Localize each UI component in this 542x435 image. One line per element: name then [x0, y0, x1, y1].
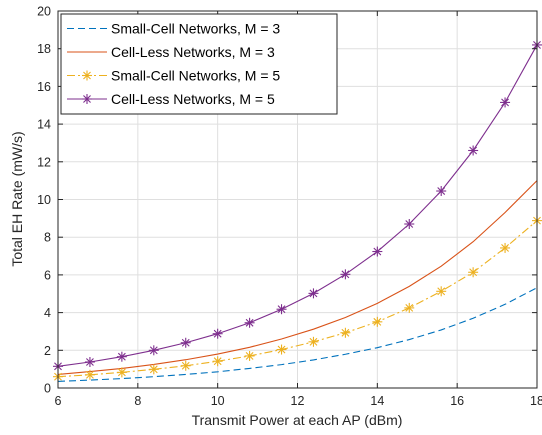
series-line-3	[57, 220, 538, 378]
legend-box	[60, 13, 338, 115]
y-tick-label: 2	[44, 344, 51, 358]
x-tick-label: 6	[55, 394, 62, 408]
y-tick-label: 6	[44, 268, 51, 282]
x-tick-label: 16	[450, 394, 464, 408]
series-4-marker	[244, 317, 255, 328]
series-3-marker	[308, 336, 319, 347]
y-tick-label: 4	[44, 306, 51, 320]
legend: Small-Cell Networks, M = 3 Cell-Less Netw…	[60, 13, 338, 115]
series-4-marker	[468, 145, 479, 156]
x-tick-label: 14	[370, 394, 384, 408]
y-tick-label: 18	[37, 42, 51, 56]
series-3-marker	[340, 327, 351, 338]
series-3-marker	[372, 316, 383, 327]
series-3-marker	[276, 344, 287, 355]
series-3-marker	[436, 286, 447, 297]
y-tick-label: 20	[37, 5, 51, 19]
series-4-marker	[340, 269, 351, 280]
series-4-marker	[212, 328, 223, 339]
x-axis-label: Transmit Power at each AP (dBm)	[192, 412, 403, 428]
series-3-marker	[404, 302, 415, 313]
y-tick-label: 8	[44, 231, 51, 245]
series-3-marker	[212, 356, 223, 367]
legend-label-4: Cell-Less Networks, M = 5	[111, 91, 275, 107]
x-tick-label: 8	[134, 394, 141, 408]
series-4-marker	[500, 97, 511, 108]
series-layer	[53, 39, 542, 382]
series-3-marker	[84, 369, 95, 380]
y-tick-label: 12	[37, 155, 51, 169]
series-3-marker	[468, 267, 479, 278]
y-axis-label: Total EH Rate (mW/s)	[9, 131, 25, 266]
series-4-marker	[148, 345, 159, 356]
series-4-marker	[116, 351, 127, 362]
legend-label-2: Cell-Less Networks, M = 3	[111, 44, 275, 60]
series-4-marker	[276, 304, 287, 315]
y-tick-label: 16	[37, 80, 51, 94]
series-3-marker	[148, 364, 159, 375]
y-tick-label: 14	[37, 118, 51, 132]
legend-label-3: Small-Cell Networks, M = 5	[111, 68, 280, 84]
series-4-marker	[180, 337, 191, 348]
series-3-marker	[244, 350, 255, 361]
y-tick-label: 0	[44, 382, 51, 396]
x-tick-label: 12	[291, 394, 305, 408]
ticks: 6 8 10 12 14 16 18 0 2 4 6 8 10 12 14 16 18 20	[37, 5, 542, 409]
series-4-marker	[372, 246, 383, 257]
series-4-marker	[404, 219, 415, 230]
series-line-4	[57, 44, 538, 367]
x-tick-label: 10	[211, 394, 225, 408]
legend-marker-3	[82, 70, 92, 81]
series-3-marker	[500, 242, 511, 253]
series-4-marker	[436, 186, 447, 197]
series-line-2	[57, 180, 538, 375]
series-3-marker	[180, 360, 191, 371]
series-4-marker	[84, 356, 95, 367]
x-tick-label: 18	[530, 394, 542, 408]
series-line-1	[57, 287, 538, 382]
series-4-marker	[308, 288, 319, 299]
y-tick-label: 10	[37, 193, 51, 207]
legend-marker-4	[82, 94, 92, 104]
series-3-marker	[116, 367, 127, 378]
legend-label-1: Small-Cell Networks, M = 3	[111, 21, 280, 37]
